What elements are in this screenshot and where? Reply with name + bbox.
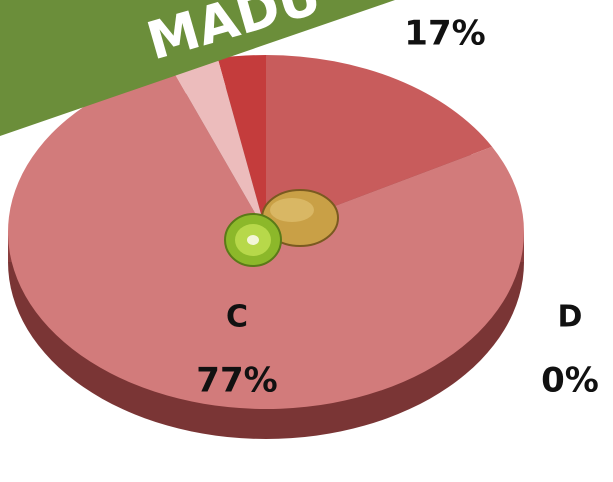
value-label: 17% [404, 14, 485, 54]
slice-label: D [558, 300, 583, 335]
pie-slice [217, 55, 266, 232]
pie-slice [171, 58, 266, 232]
pie-slice [266, 55, 493, 232]
value-label: 0% [541, 361, 599, 401]
slice-label: C [226, 300, 248, 335]
banner [0, 0, 395, 136]
value-label: 77% [196, 361, 277, 401]
kiwi-decoration [224, 189, 339, 267]
